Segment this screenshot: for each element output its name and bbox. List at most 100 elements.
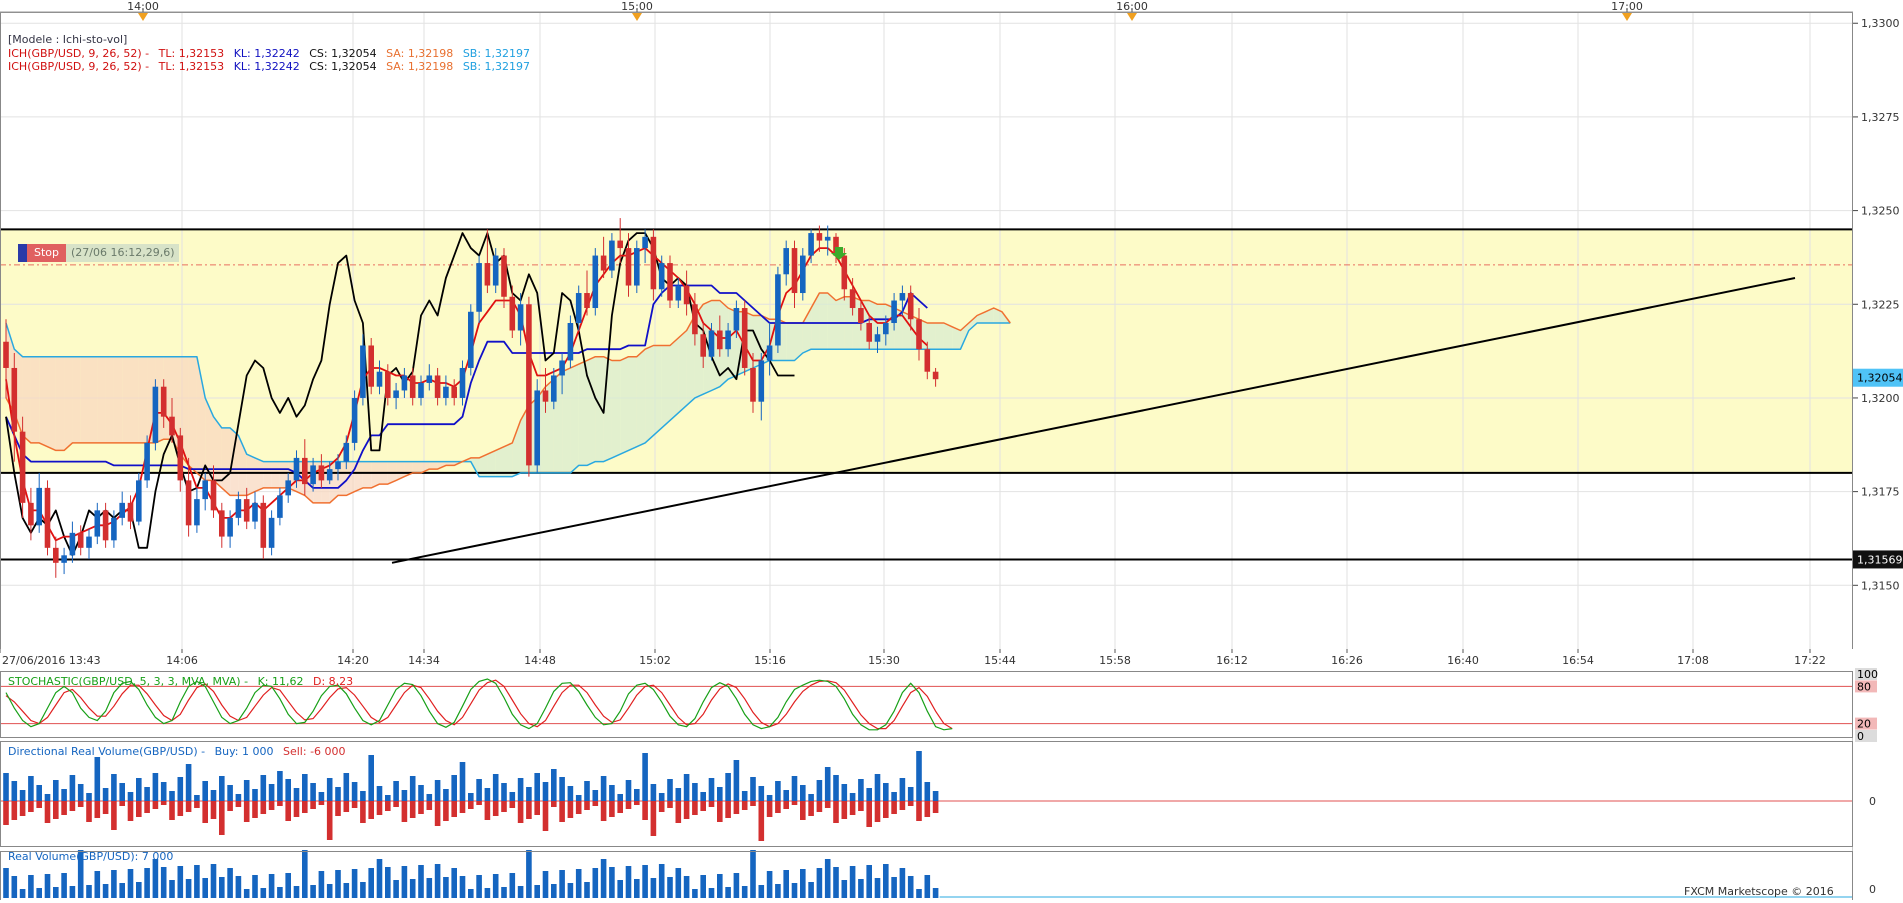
rv-bar bbox=[584, 882, 590, 898]
drv-buy-bar bbox=[592, 790, 599, 801]
candle-body bbox=[360, 345, 366, 398]
senkou-span-b-line bbox=[5, 322, 1011, 478]
candle-body bbox=[459, 367, 466, 398]
drv-buy-bar bbox=[717, 787, 723, 801]
drv-sell-bar bbox=[318, 801, 325, 805]
rv-bar bbox=[476, 875, 482, 898]
drv-buy-bar bbox=[69, 775, 76, 801]
candle-body bbox=[119, 502, 125, 518]
rv-bar bbox=[77, 850, 84, 898]
stoch-k-line bbox=[5, 678, 953, 731]
drv-sell-bar bbox=[177, 801, 184, 816]
rv-bar bbox=[517, 886, 524, 898]
candle-body bbox=[443, 386, 449, 398]
candle-body bbox=[393, 390, 399, 398]
drv-buy-bar bbox=[3, 773, 9, 801]
drv-sell-bar bbox=[575, 801, 582, 814]
axis-tick-label: 1,3150 bbox=[1861, 579, 1900, 592]
drv-sell-bar bbox=[750, 801, 756, 806]
drv-buy-bar bbox=[509, 792, 516, 801]
drv-sell-bar bbox=[841, 801, 848, 819]
candle-body bbox=[136, 480, 142, 522]
drv-buy-bar bbox=[243, 780, 250, 801]
cloud-segment bbox=[570, 364, 579, 473]
rv-bar bbox=[824, 859, 831, 898]
drv-buy-bar bbox=[658, 793, 665, 801]
drv-buy-bar bbox=[77, 784, 84, 801]
drv-sell-bar bbox=[376, 801, 383, 815]
candle-body bbox=[700, 334, 706, 357]
top-time-bar bbox=[0, 0, 1853, 12]
cloud-segment bbox=[255, 457, 264, 492]
rv-bar bbox=[393, 880, 399, 898]
bottom-time-bar bbox=[0, 649, 1853, 671]
rv-bar bbox=[335, 870, 341, 898]
cloud-segment bbox=[479, 454, 488, 477]
rv-bar bbox=[899, 868, 906, 898]
drv-buy-bar bbox=[152, 773, 159, 801]
stoch-d: D: 8,23 bbox=[312, 675, 354, 688]
rv-bar bbox=[634, 879, 640, 898]
candle-body bbox=[617, 240, 623, 249]
drv-sell-bar bbox=[609, 801, 615, 817]
rv-bar bbox=[227, 868, 233, 898]
candle-body bbox=[385, 371, 391, 398]
candle-body bbox=[468, 311, 474, 368]
stop-handle[interactable] bbox=[18, 244, 27, 262]
drv-buy-bar bbox=[434, 780, 441, 801]
drv-sell-bar bbox=[268, 801, 275, 810]
drv-buy-bar bbox=[874, 774, 881, 801]
model-label: [Modele : Ichi-sto-vol] bbox=[8, 33, 128, 46]
drv-sell-bar bbox=[650, 801, 657, 836]
candle-body bbox=[891, 300, 897, 324]
rv-bar bbox=[883, 864, 889, 898]
rv-bar bbox=[219, 877, 225, 898]
drv-buy-bar bbox=[758, 786, 765, 801]
drv-sell-bar bbox=[567, 801, 574, 818]
cloud-segment bbox=[412, 461, 421, 473]
drv-title: Directional Real Volume(GBP/USD) - bbox=[8, 745, 206, 758]
drv-buy-bar bbox=[692, 783, 698, 801]
drv-sell-bar bbox=[617, 801, 623, 813]
rv-bar bbox=[169, 880, 175, 898]
cloud-segment bbox=[445, 461, 455, 466]
drv-buy-bar bbox=[625, 780, 632, 801]
drv-sell-bar bbox=[451, 801, 457, 817]
rv-bar bbox=[368, 868, 374, 898]
candle-body bbox=[219, 510, 225, 537]
ichi-sb: SB: 1,32197 bbox=[462, 60, 531, 73]
cloud-segment bbox=[263, 461, 272, 488]
candle-body bbox=[210, 480, 217, 511]
drv-buy-bar bbox=[617, 794, 623, 801]
drv-sell-bar bbox=[219, 801, 225, 835]
candle-body bbox=[318, 465, 325, 481]
rv-bar bbox=[185, 879, 192, 898]
rv-bar bbox=[567, 883, 574, 898]
rv-bar bbox=[53, 887, 59, 898]
rv-bar bbox=[351, 869, 358, 898]
axis-bg bbox=[1853, 0, 1903, 900]
drv-buy-bar bbox=[741, 791, 748, 801]
cloud-segment bbox=[429, 461, 438, 470]
candle-body bbox=[94, 510, 101, 537]
candle-body bbox=[899, 293, 906, 301]
drv-buy-bar bbox=[160, 782, 167, 801]
copyright: FXCM Marketscope © 2016 bbox=[1684, 885, 1834, 898]
candle-body bbox=[609, 240, 615, 271]
ichimoku-legend-1: ICH(GBP/USD, 9, 26, 52) - TL: 1,32153 KL… bbox=[8, 47, 536, 60]
candle-body bbox=[351, 397, 358, 443]
rv-bar bbox=[152, 859, 159, 898]
cloud-segment bbox=[562, 367, 571, 473]
rv-bar bbox=[658, 864, 665, 898]
rv-bar bbox=[86, 885, 92, 898]
cloud-segment bbox=[504, 442, 513, 477]
candle-body bbox=[883, 323, 889, 335]
drv-sell-bar bbox=[783, 801, 789, 809]
candle-body bbox=[53, 547, 59, 563]
cloud-segment bbox=[678, 330, 687, 413]
drv-sell-bar bbox=[285, 801, 291, 821]
candle-body bbox=[86, 536, 92, 548]
drv-sell-bar bbox=[758, 801, 765, 841]
stop-order-badge[interactable]: Stop (27/06 16:12,29,6) bbox=[18, 244, 180, 262]
candle-body bbox=[434, 375, 441, 398]
